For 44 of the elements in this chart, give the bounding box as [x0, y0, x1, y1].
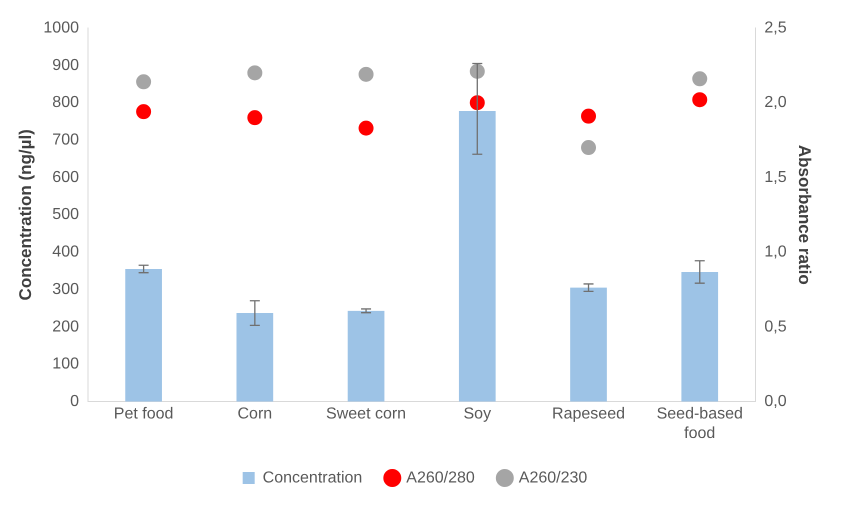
y2-tick-label: 0,0 — [764, 393, 787, 410]
point — [247, 65, 262, 80]
x-tick-label: Corn — [237, 406, 272, 423]
y2-tick-label: 2,0 — [764, 94, 787, 112]
bar — [458, 110, 496, 402]
bar — [570, 288, 607, 402]
y-tick-label: 800 — [52, 94, 80, 112]
y-tick-label: 300 — [52, 280, 80, 298]
y-tick-label: 900 — [52, 56, 80, 74]
x-tick-label: Soy — [464, 406, 492, 423]
legend-label: A260/280 — [406, 469, 475, 486]
y-tick-label: 500 — [52, 206, 80, 224]
point — [581, 108, 596, 124]
bar — [348, 310, 384, 402]
point — [692, 92, 708, 108]
y-tick-label: 400 — [52, 244, 80, 261]
y2-axis-title: Absorbance ratio — [795, 144, 814, 285]
y-tick-label: 600 — [52, 168, 80, 186]
x-tick-label: Sweet corn — [326, 406, 406, 423]
y-axis-title: Concentration (ng/µl) — [16, 129, 35, 300]
y2-tick-label: 0,5 — [764, 318, 787, 336]
point — [136, 104, 152, 120]
bar — [681, 272, 718, 402]
x-tick-label: Rapeseed — [552, 406, 625, 423]
legend-label: Concentration — [262, 469, 362, 486]
y-tick-label: 200 — [52, 318, 80, 336]
point — [581, 140, 596, 156]
bar — [125, 268, 162, 402]
y-tick-label: 0 — [70, 393, 80, 410]
y-tick-label: 1000 — [43, 19, 80, 36]
y2-tick-label: 2,5 — [764, 19, 787, 36]
x-tick-label: Seed-based food — [656, 406, 743, 442]
bar — [236, 313, 274, 402]
y2-tick-label: 1,5 — [764, 168, 787, 186]
point — [358, 66, 374, 82]
point — [136, 74, 152, 90]
y-tick-label: 700 — [52, 131, 80, 148]
y2-tick-label: 1,0 — [764, 244, 787, 261]
point — [358, 120, 374, 136]
point — [692, 71, 708, 86]
legend-label: A260/230 — [518, 469, 588, 486]
y-tick-label: 100 — [52, 356, 80, 373]
x-tick-label: Pet food — [114, 406, 174, 423]
point — [247, 110, 262, 126]
